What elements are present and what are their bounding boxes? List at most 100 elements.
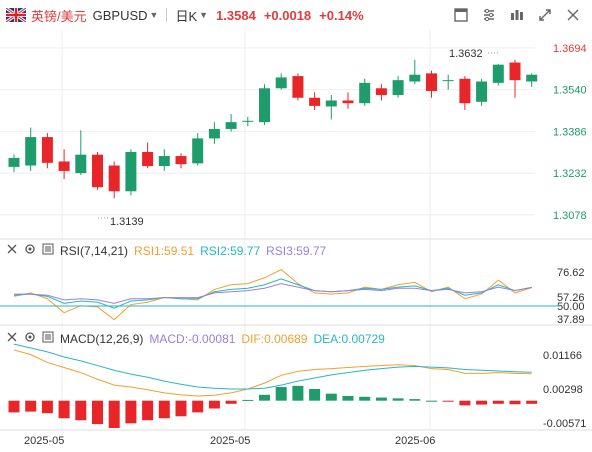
macd-bar bbox=[309, 388, 321, 401]
macd-bar bbox=[175, 400, 187, 417]
candle-body bbox=[142, 151, 154, 167]
rsi-axis-tick: 37.89 bbox=[557, 314, 585, 326]
macd-bar bbox=[509, 400, 521, 405]
macd-bar bbox=[25, 400, 37, 412]
macd-bar bbox=[242, 399, 254, 401]
candle bbox=[158, 149, 170, 171]
expand-icon[interactable] bbox=[536, 6, 554, 24]
candles-group bbox=[8, 59, 538, 199]
candle-body bbox=[92, 154, 103, 188]
candle bbox=[509, 59, 521, 98]
chevron-down-icon[interactable]: ▼ bbox=[199, 10, 209, 20]
candle bbox=[342, 92, 354, 109]
price-axis-tick: 1.3540 bbox=[553, 85, 587, 97]
rsi-name: RSI(7,14,21) bbox=[60, 243, 129, 258]
candle-body bbox=[175, 156, 187, 165]
period-selector[interactable]: 日K bbox=[175, 8, 198, 24]
macd-bar bbox=[342, 396, 354, 401]
macd-bar bbox=[92, 400, 103, 425]
hide-icon[interactable] bbox=[6, 243, 18, 258]
macd-bar bbox=[325, 393, 337, 401]
x-axis-label: 2025-06 bbox=[395, 435, 435, 447]
macd-bar bbox=[259, 394, 270, 401]
candle-body bbox=[158, 156, 170, 167]
candle-body bbox=[409, 74, 421, 82]
price-change: +0.0018 bbox=[263, 7, 312, 23]
candle-body bbox=[509, 62, 521, 81]
macd-axis-tick: 0.00298 bbox=[543, 384, 583, 396]
macd-bar bbox=[292, 385, 304, 401]
candle-body bbox=[426, 73, 437, 91]
macd-bar bbox=[442, 400, 454, 402]
candle-body bbox=[8, 157, 20, 167]
info-icon[interactable] bbox=[42, 243, 54, 258]
candle-body bbox=[41, 137, 53, 163]
candle-body bbox=[292, 76, 304, 98]
chevron-down-icon[interactable]: ▼ bbox=[149, 10, 159, 20]
indicator-icon[interactable] bbox=[508, 6, 526, 24]
symbol-selector[interactable]: GBPUSD bbox=[92, 7, 148, 23]
candle bbox=[208, 122, 220, 144]
settings-icon[interactable] bbox=[24, 331, 36, 346]
macd-bar bbox=[8, 400, 20, 413]
candle-body bbox=[442, 80, 454, 82]
macd-bar bbox=[476, 400, 488, 405]
candle-body bbox=[526, 74, 538, 82]
macd-axis-tick: 0.01166 bbox=[543, 350, 582, 362]
candle-body bbox=[459, 78, 471, 104]
settings-icon[interactable] bbox=[480, 6, 498, 24]
x-axis-label: 2025-05 bbox=[24, 435, 64, 447]
rsi-axis-tick: 76.62 bbox=[557, 267, 585, 279]
candle bbox=[275, 73, 287, 90]
hide-icon[interactable] bbox=[6, 331, 18, 346]
candle-body bbox=[75, 154, 87, 174]
candle-body bbox=[225, 122, 237, 129]
candle-body bbox=[309, 97, 321, 106]
candle bbox=[292, 73, 304, 101]
layout-icon[interactable] bbox=[452, 6, 470, 24]
macd-bar bbox=[158, 400, 170, 419]
candle-body bbox=[375, 88, 387, 96]
price-change-pct: +0.14% bbox=[319, 7, 364, 23]
macd-bar bbox=[409, 399, 421, 401]
macd-bar bbox=[225, 400, 237, 404]
candle-body bbox=[359, 82, 371, 104]
high-annotation: 1.3632 bbox=[449, 48, 500, 60]
quote-header: 英镑/美元 GBPUSD ▼ 日K ▼ 1.3584 +0.0018 +0.14… bbox=[0, 0, 592, 30]
macd-bar bbox=[58, 400, 70, 419]
macd-bar bbox=[459, 400, 471, 406]
candle bbox=[442, 74, 454, 90]
candle-body bbox=[108, 165, 120, 192]
x-axis-label: 2025-05 bbox=[210, 435, 250, 447]
dif-line bbox=[13, 349, 532, 397]
rsi-legend: RSI(7,14,21) RSI1:59.51 RSI2:59.77 RSI3:… bbox=[6, 243, 326, 258]
macd-bar bbox=[108, 400, 120, 428]
candle bbox=[108, 161, 120, 199]
macd-bar bbox=[75, 400, 87, 421]
candle bbox=[8, 154, 20, 173]
candle bbox=[526, 73, 538, 87]
price-axis-tick: 1.3386 bbox=[553, 126, 587, 138]
candle bbox=[142, 142, 154, 169]
candle bbox=[325, 95, 337, 120]
rsi-axis-tick: 57.26 bbox=[557, 292, 585, 304]
rsi-line-rsi3 bbox=[14, 283, 532, 304]
settings-icon[interactable] bbox=[24, 243, 36, 258]
macd-bar bbox=[125, 400, 137, 424]
candle bbox=[192, 133, 204, 166]
info-icon[interactable] bbox=[42, 331, 54, 346]
close-icon[interactable] bbox=[564, 6, 582, 24]
candle bbox=[309, 92, 321, 110]
macd-axis-tick: -0.00571 bbox=[543, 418, 586, 430]
macd-bar bbox=[392, 398, 404, 401]
rsi-axis-tick: 50.00 bbox=[557, 301, 585, 313]
candle bbox=[58, 149, 70, 180]
high-label: 1.3632 bbox=[449, 48, 483, 60]
candle-body bbox=[476, 81, 488, 102]
dea-line bbox=[13, 343, 532, 390]
price-axis-tick: 1.3694 bbox=[553, 43, 587, 55]
rsi2-value: RSI2:59.77 bbox=[200, 243, 261, 258]
macd-bar bbox=[275, 387, 287, 401]
macd-bar bbox=[492, 400, 504, 404]
